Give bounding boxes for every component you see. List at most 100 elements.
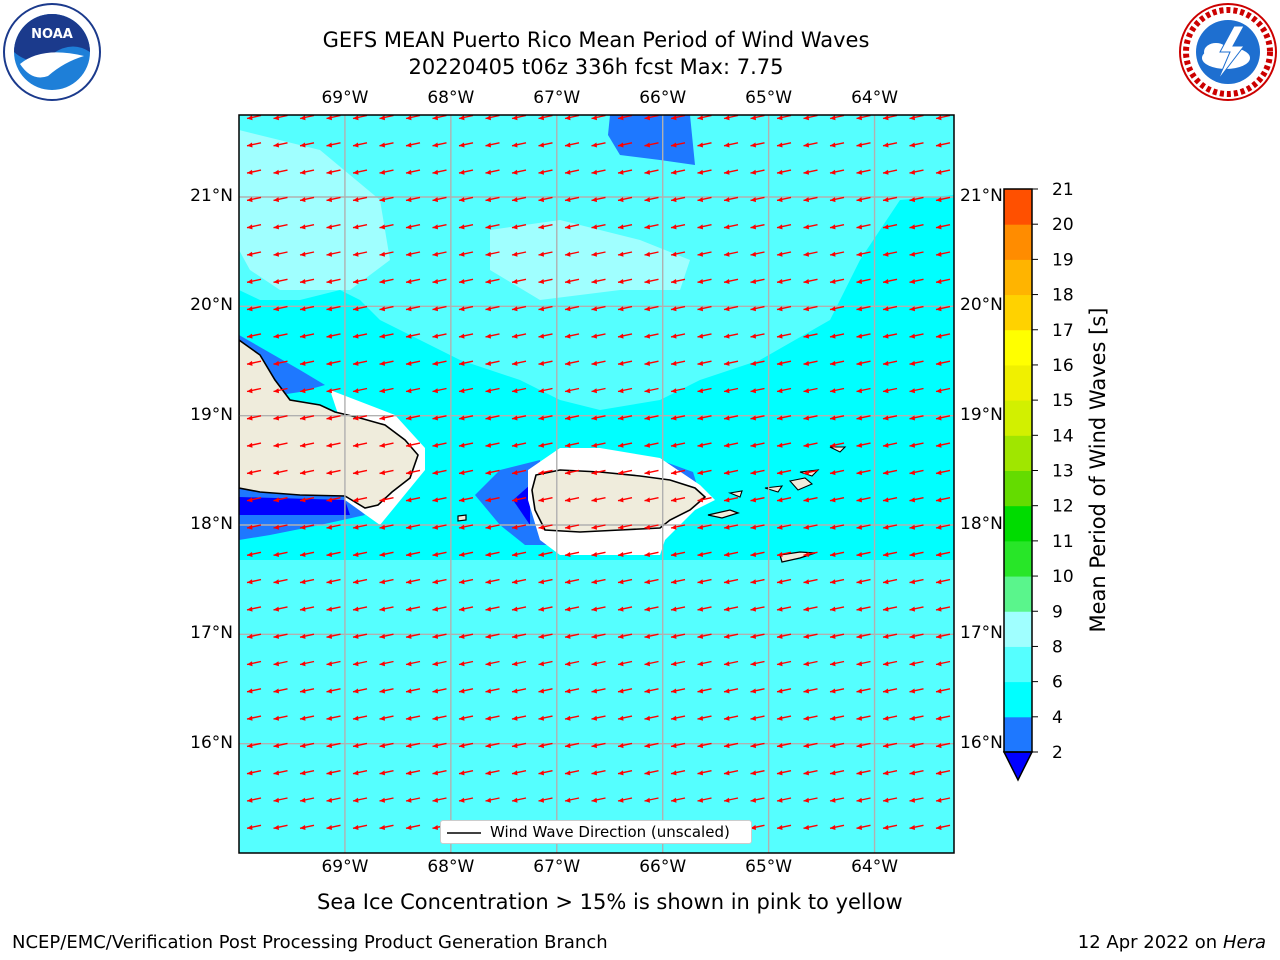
wind-arrow (299, 770, 315, 776)
wind-arrow (432, 196, 447, 203)
wind-arrow (803, 169, 818, 175)
wind-arrow (591, 688, 606, 694)
wind-arrow (856, 224, 871, 230)
wind-arrow (803, 115, 818, 121)
wind-arrow (299, 606, 315, 612)
wind-arrow (299, 442, 315, 448)
wind-arrow (538, 360, 553, 366)
wind-arrow (697, 333, 712, 339)
colorbar-label: Mean Period of Wind Waves [s] (1086, 308, 1110, 633)
wind-arrow (299, 142, 315, 148)
wind-arrow (882, 115, 898, 121)
wind-arrow (697, 551, 712, 557)
wind-arrow (856, 305, 871, 312)
wind-arrow (299, 169, 315, 175)
wind-arrow (511, 715, 527, 721)
wind-arrow (670, 305, 686, 312)
wind-arrow (723, 660, 739, 667)
wind-arrow (326, 224, 341, 230)
wind-arrow (379, 797, 394, 803)
wind-arrow (564, 360, 580, 366)
wind-arrow (432, 442, 447, 448)
wind-arrow (485, 196, 500, 203)
wind-arrow (379, 770, 394, 776)
wind-arrow (432, 224, 447, 230)
wind-arrow (352, 169, 368, 175)
wind-arrow (750, 770, 765, 776)
wind-arrow (829, 688, 845, 694)
wind-arrow (352, 797, 368, 803)
wind-arrow (829, 497, 845, 503)
wind-arrow (909, 415, 924, 421)
wind-arrow (803, 660, 818, 667)
wind-arrow (909, 633, 924, 639)
wind-arrow (935, 224, 951, 230)
wind-arrow (299, 115, 315, 121)
wind-arrow (697, 142, 712, 148)
wind-arrow (723, 688, 739, 694)
lat-tick-left-1: 20°N (190, 295, 233, 316)
wind-arrow (326, 360, 341, 366)
wind-arrow (379, 387, 394, 394)
wind-arrow (909, 305, 924, 312)
wind-arrow (326, 797, 341, 803)
wind-arrow (591, 387, 606, 394)
wind-arrow (432, 770, 447, 776)
wind-arrow (829, 578, 845, 585)
wind-arrow (591, 115, 606, 121)
wind-arrow (538, 660, 553, 667)
wind-arrow (591, 606, 606, 612)
wind-arrow (670, 442, 686, 448)
colorbar-tick-label-3: 8 (1052, 637, 1063, 657)
colorbar-tick-label-12: 17 (1052, 321, 1074, 341)
wind-arrow (670, 224, 686, 230)
wind-arrow (299, 196, 315, 203)
wind-arrow (670, 660, 686, 667)
wind-arrow (326, 824, 341, 830)
wind-arrow (750, 497, 765, 503)
lon-tick-bottom-4: 65°W (745, 857, 793, 877)
wind-arrow (856, 251, 871, 257)
wind-arrow (405, 715, 421, 721)
wind-arrow (538, 606, 553, 612)
wind-arrow (246, 415, 262, 421)
wind-arrow (697, 660, 712, 667)
wind-arrow (750, 360, 765, 366)
wind-arrow (485, 578, 500, 585)
wind-arrow (246, 333, 262, 339)
wind-arrow (591, 633, 606, 639)
wind-arrow (379, 224, 394, 230)
wind-arrow (564, 578, 580, 585)
wind-arrow (564, 142, 580, 148)
wind-arrow (246, 142, 262, 148)
wind-arrow (617, 305, 633, 312)
colorbar-segment-13 (1004, 435, 1032, 471)
wind-arrow (697, 715, 712, 721)
wind-arrow (432, 551, 447, 557)
wind-arrow (405, 196, 421, 203)
wind-arrow (458, 278, 474, 284)
wind-arrow (273, 469, 288, 476)
wind-arrow (670, 278, 686, 284)
wind-arrow (829, 251, 845, 257)
wind-arrow (405, 115, 421, 121)
wind-arrow (856, 824, 871, 830)
wind-arrow (564, 688, 580, 694)
wind-arrow (326, 169, 341, 175)
wind-arrow (829, 278, 845, 284)
wind-arrow (326, 115, 341, 121)
wind-arrow (458, 715, 474, 721)
wind-arrow (299, 497, 315, 503)
wind-arrow (379, 715, 394, 721)
wind-arrow (909, 469, 924, 476)
wind-arrow (644, 524, 659, 530)
wind-arrow (750, 715, 765, 721)
wind-arrow (352, 551, 368, 557)
wind-arrow (670, 469, 686, 476)
wind-arrow (803, 551, 818, 557)
wind-arrow (379, 442, 394, 448)
lon-tick-bottom-2: 67°W (533, 857, 581, 877)
wind-arrow (856, 797, 871, 803)
wind-arrow (405, 524, 421, 530)
wind-arrow (697, 442, 712, 448)
